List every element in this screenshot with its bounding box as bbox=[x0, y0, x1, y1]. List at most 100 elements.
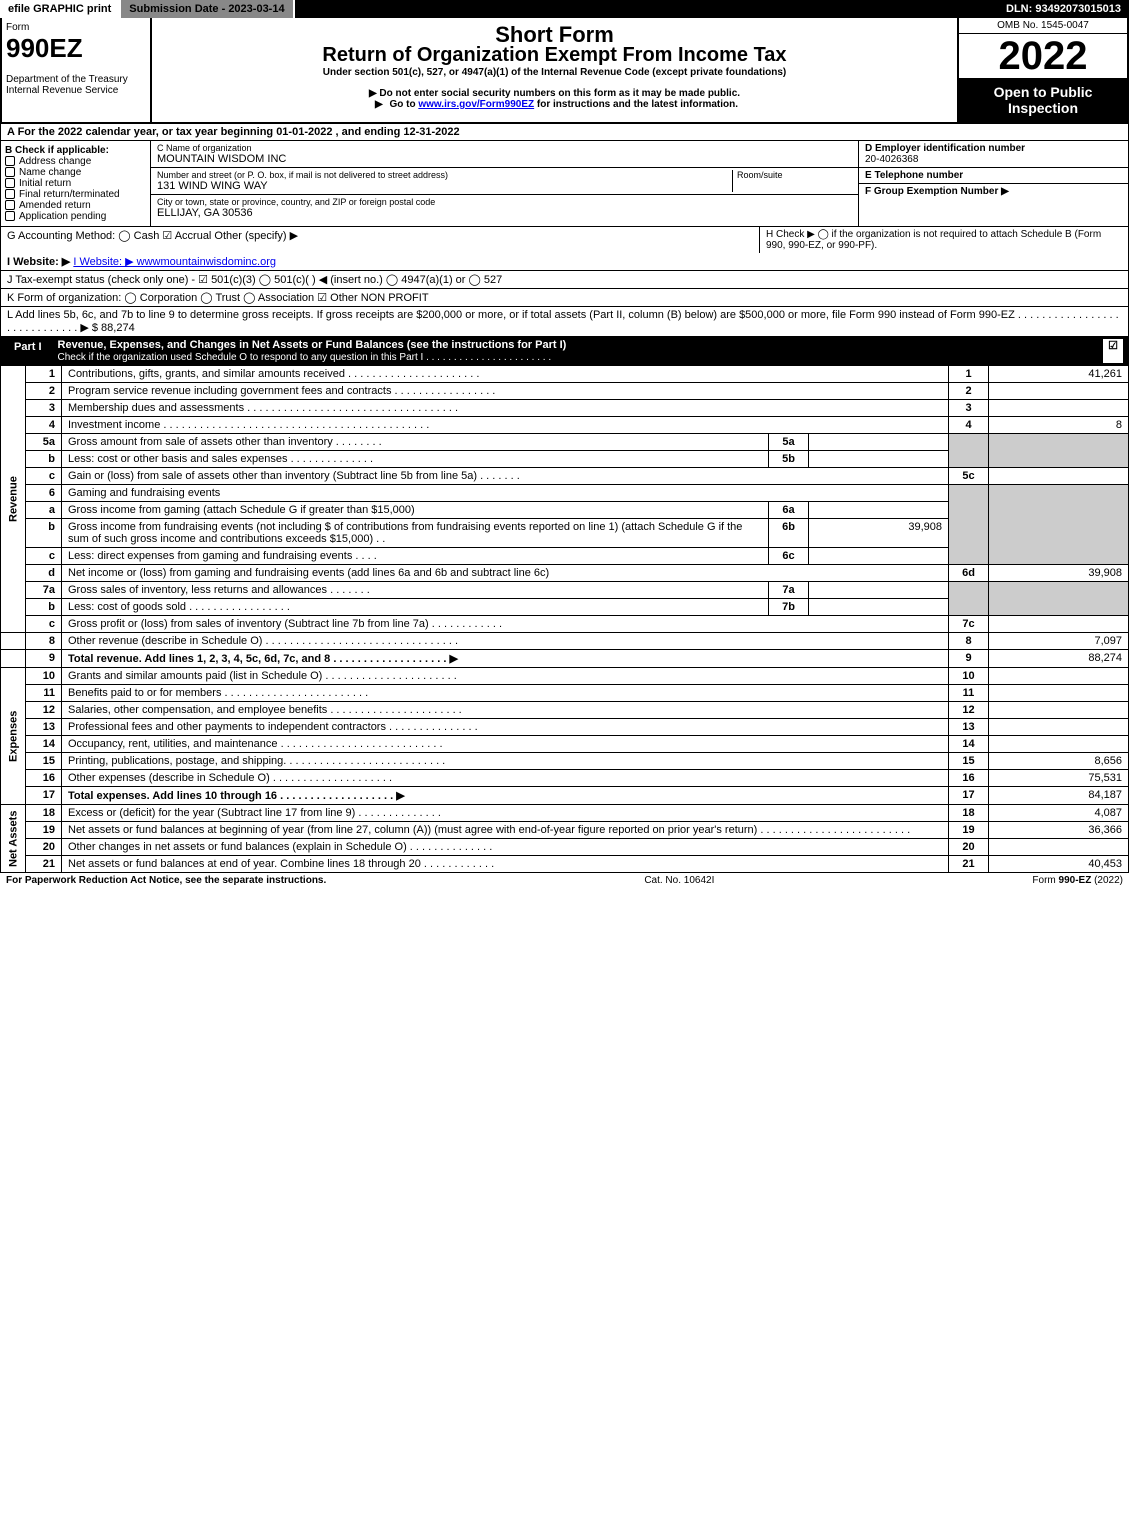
submission-date: Submission Date - 2023-03-14 bbox=[121, 0, 294, 18]
row-6a-text: Gross income from gaming (attach Schedul… bbox=[62, 502, 769, 519]
col-d: D Employer identification number 20-4026… bbox=[858, 141, 1128, 226]
org-name: MOUNTAIN WISDOM INC bbox=[157, 153, 852, 165]
checkbox-icon[interactable] bbox=[5, 189, 15, 199]
row-5a-iv bbox=[809, 434, 949, 451]
row-17-text: Total expenses. Add lines 10 through 16 … bbox=[62, 787, 949, 805]
c-city-label: City or town, state or province, country… bbox=[157, 197, 852, 207]
row-19-amt: 36,366 bbox=[989, 822, 1129, 839]
row-2-num: 2 bbox=[949, 383, 989, 400]
row-18-amt: 4,087 bbox=[989, 805, 1129, 822]
row-17-num: 17 bbox=[949, 787, 989, 805]
row-20-num: 20 bbox=[949, 839, 989, 856]
checkbox-icon[interactable] bbox=[5, 167, 15, 177]
row-12-text: Salaries, other compensation, and employ… bbox=[62, 702, 949, 719]
c-room-label: Room/suite bbox=[737, 170, 852, 180]
checkbox-icon[interactable] bbox=[5, 200, 15, 210]
row-5c-text: Gain or (loss) from sale of assets other… bbox=[62, 468, 949, 485]
part-i-checkbox[interactable]: ☑ bbox=[1103, 339, 1123, 363]
row-6c-in: 6c bbox=[769, 548, 809, 565]
form-word: Form bbox=[6, 22, 146, 33]
row-11-amt bbox=[989, 685, 1129, 702]
row-8-num: 8 bbox=[949, 633, 989, 650]
row-20-text: Other changes in net assets or fund bala… bbox=[62, 839, 949, 856]
row-7c-text: Gross profit or (loss) from sales of inv… bbox=[62, 616, 949, 633]
part-i-title: Revenue, Expenses, and Changes in Net As… bbox=[58, 339, 567, 351]
block-b-c-d: B Check if applicable: Address change Na… bbox=[0, 141, 1129, 226]
c-name-label: C Name of organization bbox=[157, 143, 852, 153]
row-1-num: 1 bbox=[949, 366, 989, 383]
d-ein-value: 20-4026368 bbox=[865, 154, 1122, 165]
title-return: Return of Organization Exempt From Incom… bbox=[156, 44, 953, 67]
row-6b-in: 6b bbox=[769, 519, 809, 548]
row-6c-iv bbox=[809, 548, 949, 565]
row-7c-amt bbox=[989, 616, 1129, 633]
dept-label: Department of the Treasury Internal Reve… bbox=[6, 74, 146, 96]
ln-1: 1 bbox=[26, 366, 62, 383]
irs-link[interactable]: www.irs.gov/Form990EZ bbox=[418, 99, 534, 110]
sidebar-expenses: Expenses bbox=[1, 668, 26, 805]
row-6b-text: Gross income from fundraising events (no… bbox=[62, 519, 769, 548]
line-k: K Form of organization: ◯ Corporation ◯ … bbox=[0, 289, 1129, 307]
line-i: I Website: ▶ I Website: ▶ wwwmountainwis… bbox=[0, 253, 1129, 271]
row-7a-iv bbox=[809, 582, 949, 599]
row-10-amt bbox=[989, 668, 1129, 685]
row-19-num: 19 bbox=[949, 822, 989, 839]
sidebar-revenue: Revenue bbox=[1, 366, 26, 633]
footer-catno: Cat. No. 10642I bbox=[644, 875, 714, 886]
row-6c-text: Less: direct expenses from gaming and fu… bbox=[62, 548, 769, 565]
row-6d-num: 6d bbox=[949, 565, 989, 582]
row-5c-amt bbox=[989, 468, 1129, 485]
row-4-text: Investment income . . . . . . . . . . . … bbox=[62, 417, 949, 434]
b-opt-address: Address change bbox=[5, 156, 146, 167]
row-15-num: 15 bbox=[949, 753, 989, 770]
row-3-text: Membership dues and assessments . . . . … bbox=[62, 400, 949, 417]
note-ssn: ▶ Do not enter social security numbers o… bbox=[156, 88, 953, 99]
checkbox-icon[interactable] bbox=[5, 211, 15, 221]
row-21-num: 21 bbox=[949, 856, 989, 873]
page-footer: For Paperwork Reduction Act Notice, see … bbox=[0, 873, 1129, 888]
row-7b-text: Less: cost of goods sold . . . . . . . .… bbox=[62, 599, 769, 616]
col-b: B Check if applicable: Address change Na… bbox=[1, 141, 151, 226]
row-13-amt bbox=[989, 719, 1129, 736]
row-6a-in: 6a bbox=[769, 502, 809, 519]
part-i-header: Part I Revenue, Expenses, and Changes in… bbox=[0, 337, 1129, 365]
row-5a-in: 5a bbox=[769, 434, 809, 451]
row-18-num: 18 bbox=[949, 805, 989, 822]
row-9-amt: 88,274 bbox=[989, 650, 1129, 668]
row-19-text: Net assets or fund balances at beginning… bbox=[62, 822, 949, 839]
d-ein-label: D Employer identification number bbox=[865, 143, 1122, 154]
website-link[interactable]: I Website: ▶ wwwmountainwisdominc.org bbox=[73, 256, 276, 268]
row-7b-iv bbox=[809, 599, 949, 616]
b-opt-initial: Initial return bbox=[5, 178, 146, 189]
row-8-text: Other revenue (describe in Schedule O) .… bbox=[62, 633, 949, 650]
row-3-amt bbox=[989, 400, 1129, 417]
efile-label: efile GRAPHIC print bbox=[0, 0, 121, 18]
row-10-num: 10 bbox=[949, 668, 989, 685]
row-2-amt bbox=[989, 383, 1129, 400]
row-6b-iv: 39,908 bbox=[809, 519, 949, 548]
footer-form: Form 990-EZ (2022) bbox=[1032, 875, 1123, 886]
row-9-num: 9 bbox=[949, 650, 989, 668]
row-16-num: 16 bbox=[949, 770, 989, 787]
row-14-amt bbox=[989, 736, 1129, 753]
note-goto: Go to www.irs.gov/Form990EZ for instruct… bbox=[156, 99, 953, 110]
row-20-amt bbox=[989, 839, 1129, 856]
org-city: ELLIJAY, GA 30536 bbox=[157, 207, 852, 219]
row-12-num: 12 bbox=[949, 702, 989, 719]
row-11-num: 11 bbox=[949, 685, 989, 702]
row-5c-num: 5c bbox=[949, 468, 989, 485]
checkbox-icon[interactable] bbox=[5, 156, 15, 166]
tax-year: 2022 bbox=[959, 34, 1127, 78]
b-opt-name: Name change bbox=[5, 167, 146, 178]
checkbox-icon[interactable] bbox=[5, 178, 15, 188]
row-15-text: Printing, publications, postage, and shi… bbox=[62, 753, 949, 770]
row-5b-iv bbox=[809, 451, 949, 468]
part-i-tag: Part I bbox=[6, 339, 50, 363]
row-1-amt: 41,261 bbox=[989, 366, 1129, 383]
omb-number: OMB No. 1545-0047 bbox=[959, 18, 1127, 34]
row-7c-num: 7c bbox=[949, 616, 989, 633]
form-header: Form 990EZ Department of the Treasury In… bbox=[0, 18, 1129, 124]
line-a: A For the 2022 calendar year, or tax yea… bbox=[0, 124, 1129, 141]
e-phone-label: E Telephone number bbox=[865, 170, 1122, 181]
row-16-amt: 75,531 bbox=[989, 770, 1129, 787]
